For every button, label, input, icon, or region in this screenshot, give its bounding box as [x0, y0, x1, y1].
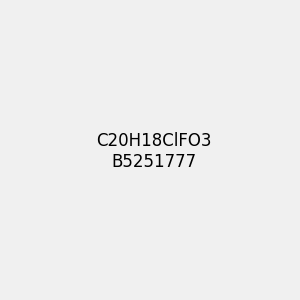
Text: C20H18ClFO3
B5251777: C20H18ClFO3 B5251777 [96, 132, 212, 171]
